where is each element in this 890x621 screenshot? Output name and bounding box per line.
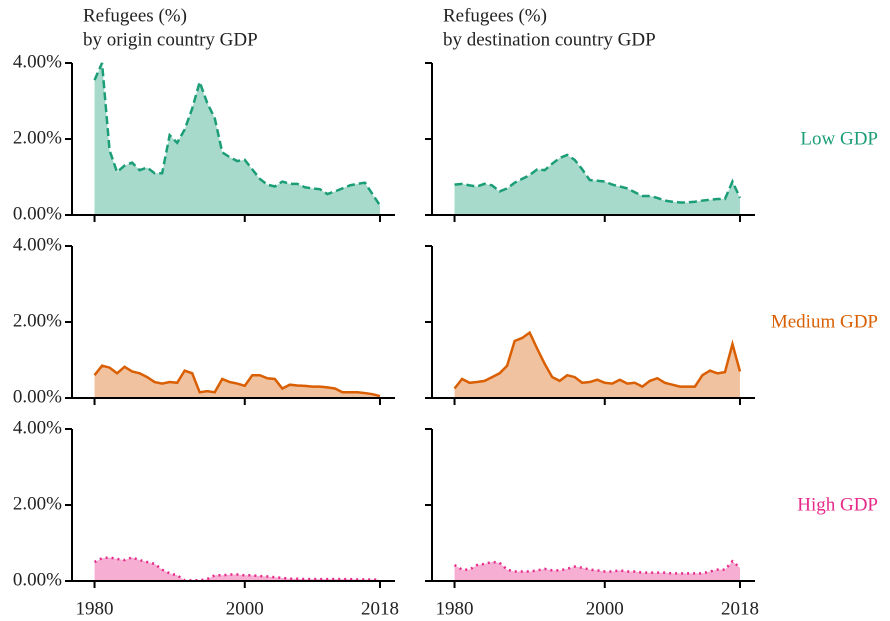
- y-tick-label: 4.00%: [13, 51, 62, 72]
- y-tick-label: 4.00%: [13, 234, 62, 255]
- line: [93, 62, 382, 207]
- panel-title: Refugees (%): [83, 5, 187, 26]
- area: [454, 561, 740, 581]
- y-tick-label: 0.00%: [13, 386, 62, 407]
- panel-title: Refugees (%): [443, 5, 547, 26]
- y-tick-label: 4.00%: [13, 417, 62, 438]
- x-tick-label: 2000: [586, 598, 624, 619]
- y-tick-label: 0.00%: [13, 569, 62, 590]
- x-tick-label: 1980: [76, 598, 114, 619]
- area: [94, 365, 380, 398]
- area: [454, 332, 740, 398]
- line: [93, 556, 381, 582]
- area: [94, 63, 380, 215]
- y-tick-label: 2.00%: [13, 493, 62, 514]
- x-tick-label: 2018: [361, 598, 399, 619]
- x-tick-label: 2000: [226, 598, 264, 619]
- line: [453, 330, 742, 390]
- y-tick-label: 2.00%: [13, 127, 62, 148]
- y-tick-label: 2.00%: [13, 310, 62, 331]
- line: [93, 364, 381, 398]
- row-label: Low GDP: [800, 128, 878, 149]
- panel-title: by origin country GDP: [83, 29, 258, 50]
- panel-title: by destination country GDP: [443, 29, 656, 50]
- line: [454, 153, 742, 204]
- row-label: High GDP: [797, 494, 878, 515]
- row-label: Medium GDP: [771, 311, 878, 332]
- x-tick-label: 1980: [436, 598, 474, 619]
- y-tick-label: 0.00%: [13, 203, 62, 224]
- x-tick-label: 2018: [721, 598, 759, 619]
- area: [454, 154, 740, 215]
- area: [94, 557, 380, 581]
